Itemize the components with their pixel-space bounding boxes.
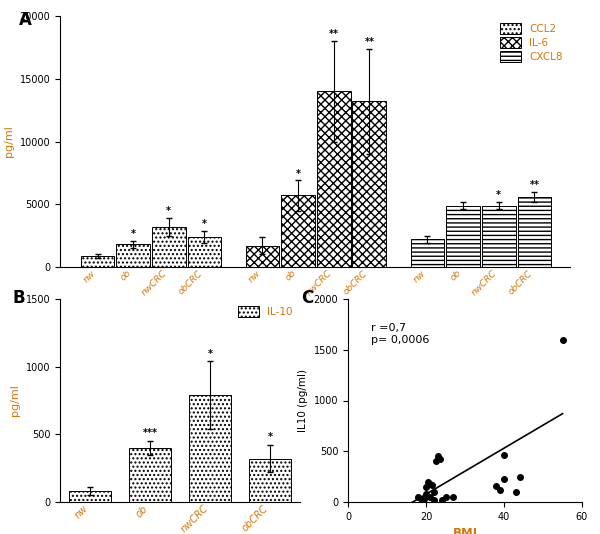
Bar [116,245,150,267]
Bar [129,448,171,502]
Text: A: A [19,11,32,29]
Legend: CCL2, IL-6, CXCL8: CCL2, IL-6, CXCL8 [498,21,565,64]
Point [418,497,427,505]
Text: *: * [208,349,212,358]
Text: ***: *** [143,428,157,438]
Bar [410,239,445,267]
Point [425,480,434,488]
Text: B: B [12,289,25,307]
Point [440,492,450,501]
Text: *: * [131,229,136,239]
Point [511,488,521,496]
X-axis label: BMI: BMI [452,527,478,534]
Point [491,482,501,490]
Point [499,474,509,483]
Point [421,490,431,498]
Point [496,485,505,494]
Bar [187,237,221,267]
Point [558,335,568,344]
Point [427,481,437,489]
Bar [69,491,111,502]
Point [421,483,431,491]
Point [499,451,509,460]
Text: C: C [301,289,313,307]
Text: *: * [268,433,272,443]
Bar [446,206,480,267]
Point [433,452,443,460]
Y-axis label: IL10 (pg/ml): IL10 (pg/ml) [298,369,308,432]
Text: *: * [202,219,207,229]
Y-axis label: pg/ml: pg/ml [10,384,20,417]
Text: **: ** [529,180,539,190]
Point [437,496,446,504]
Bar [281,195,315,267]
Point [431,457,440,466]
Y-axis label: pg/ml: pg/ml [4,125,14,158]
Point [435,455,445,464]
Bar [352,101,386,267]
Point [423,477,433,486]
Bar [249,459,291,502]
Bar [482,206,515,267]
Text: *: * [296,169,301,178]
Point [429,488,439,496]
Point [419,494,429,503]
Point [429,496,439,504]
Text: **: ** [364,37,374,47]
Point [413,492,423,501]
Bar [517,197,551,267]
Text: *: * [496,190,501,200]
Point [515,473,524,481]
Legend: IL-10: IL-10 [236,304,295,319]
Text: *: * [166,206,171,216]
Text: **: ** [329,29,339,39]
Bar [80,256,115,267]
Bar [245,246,280,267]
Point [449,492,458,501]
Bar [189,395,231,502]
Text: r =0,7
p= 0,0006: r =0,7 p= 0,0006 [371,324,430,345]
Bar [152,227,185,267]
Bar [317,91,350,267]
Point [425,492,434,501]
